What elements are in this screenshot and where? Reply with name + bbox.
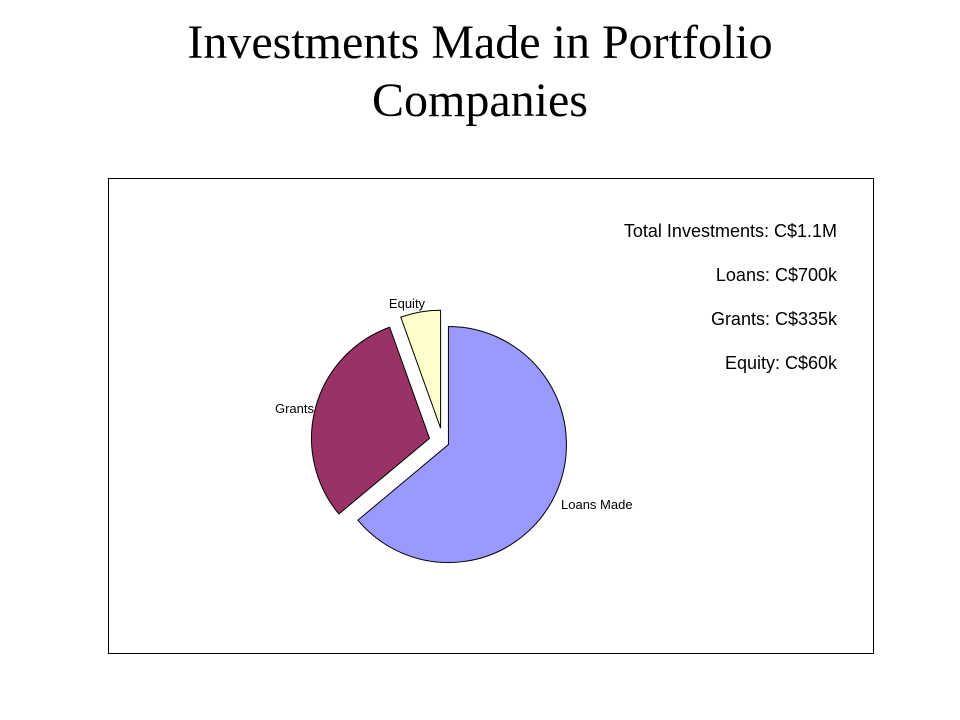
summary-grants: Grants: C$335k: [710, 309, 837, 329]
pie-slice-grants: [311, 326, 431, 515]
pie-slice-equity: [400, 309, 442, 429]
summary-loans: Loans: C$700k: [715, 265, 837, 285]
summary-equity: Equity: C$60k: [724, 353, 837, 373]
pie-chart: Loans Made Grants Equity: [275, 296, 633, 563]
slide-title-line-2: Companies: [372, 74, 588, 127]
investment-summary: Total Investments: C$1.1M Loans: C$700k …: [624, 219, 837, 395]
pie-slice-loans-made: [357, 326, 567, 563]
chart-frame: Loans Made Grants Equity Total Investments…: [108, 178, 874, 654]
pie-label-equity: Equity: [389, 296, 426, 311]
pie-label-grants: Grants: [275, 401, 315, 416]
slide-title-line-1: Investments Made in Portfolio: [187, 16, 773, 69]
slide-title: Investments Made in Portfolio Companies: [0, 14, 960, 130]
pie-label-loans-made: Loans Made: [561, 497, 633, 512]
summary-total: Total Investments: C$1.1M: [623, 221, 837, 241]
